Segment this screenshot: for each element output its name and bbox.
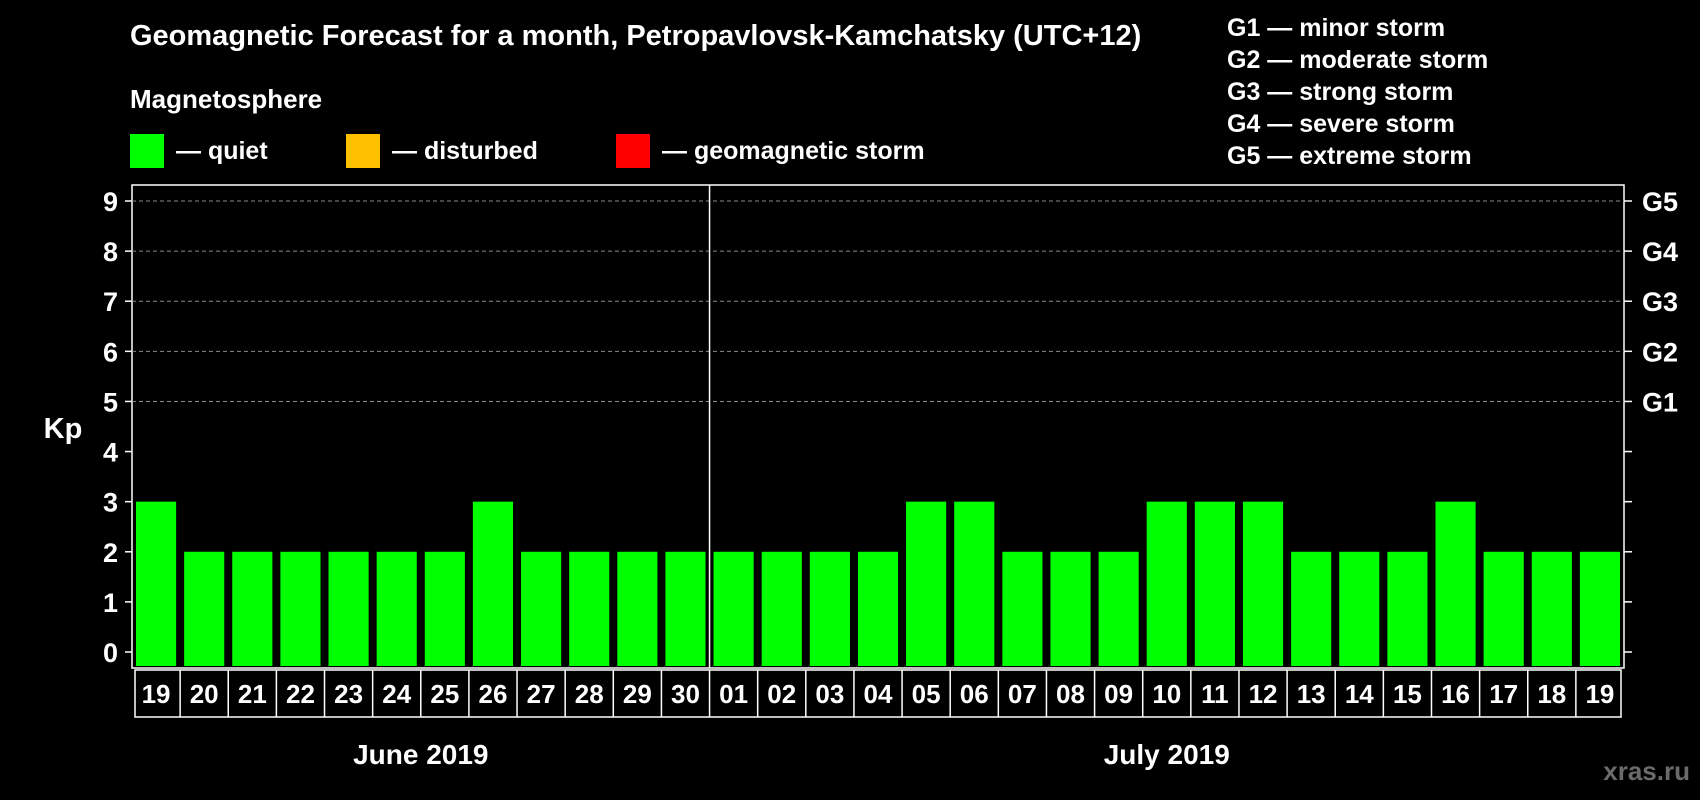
bar-3	[280, 551, 321, 666]
legend-swatch-disturbed	[346, 134, 380, 168]
x-tick-label-3: 22	[286, 679, 315, 709]
x-tick-label-19: 08	[1056, 679, 1085, 709]
bar-4	[328, 551, 369, 666]
bar-28	[1483, 551, 1524, 666]
legend-swatch-storm	[616, 134, 650, 168]
x-tick-label-25: 14	[1345, 679, 1374, 709]
storm-scale-g2: G2 — moderate storm	[1227, 46, 1489, 74]
chart-title: Geomagnetic Forecast for a month, Petrop…	[130, 20, 1142, 52]
legend-heading: Magnetosphere	[130, 84, 323, 114]
storm-scale-g1: G1 — minor storm	[1227, 14, 1446, 42]
x-tick-label-17: 06	[960, 679, 989, 709]
y-tick-label-7: 7	[103, 287, 118, 317]
x-tick-label-16: 05	[912, 679, 941, 709]
x-tick-label-15: 04	[864, 679, 893, 709]
bar-27	[1435, 501, 1476, 666]
x-tick-label-13: 02	[767, 679, 796, 709]
legend-label-disturbed: — disturbed	[392, 137, 538, 165]
month-label-1: July 2019	[1104, 739, 1230, 770]
bar-13	[761, 551, 802, 666]
bar-1	[184, 551, 225, 666]
bar-8	[521, 551, 562, 666]
bar-0	[136, 501, 177, 666]
bar-20	[1098, 551, 1139, 666]
right-tick-label-g3: G3	[1642, 287, 1678, 317]
y-tick-label-4: 4	[103, 438, 118, 468]
x-tick-label-11: 30	[671, 679, 700, 709]
bar-24	[1291, 551, 1332, 666]
bar-12	[713, 551, 754, 666]
bar-10	[617, 551, 658, 666]
x-tick-label-27: 16	[1441, 679, 1470, 709]
bar-22	[1194, 501, 1235, 666]
storm-scale-g4: G4 — severe storm	[1227, 110, 1455, 138]
x-tick-label-4: 23	[334, 679, 363, 709]
bar-17	[954, 501, 995, 666]
legend-swatch-quiet	[130, 134, 164, 168]
y-tick-label-0: 0	[103, 638, 118, 668]
x-tick-label-6: 25	[430, 679, 459, 709]
x-tick-label-9: 28	[575, 679, 604, 709]
y-tick-label-6: 6	[103, 337, 118, 367]
y-tick-label-1: 1	[103, 588, 118, 618]
bar-7	[472, 501, 514, 666]
right-tick-label-g1: G1	[1642, 387, 1678, 417]
x-tick-label-26: 15	[1393, 679, 1422, 709]
x-tick-label-23: 12	[1249, 679, 1278, 709]
x-tick-label-24: 13	[1297, 679, 1326, 709]
plot-frame	[131, 184, 1625, 669]
y-tick-label-2: 2	[103, 538, 118, 568]
legend-label-quiet: — quiet	[176, 137, 268, 165]
bar-21	[1146, 501, 1187, 666]
x-tick-label-21: 10	[1152, 679, 1181, 709]
x-tick-label-22: 11	[1201, 679, 1229, 709]
bar-25	[1339, 551, 1380, 666]
bar-5	[376, 551, 417, 666]
x-tick-label-18: 07	[1008, 679, 1037, 709]
bar-9	[569, 551, 610, 666]
bar-29	[1531, 551, 1572, 666]
x-tick-label-2: 21	[238, 679, 267, 709]
x-tick-label-10: 29	[623, 679, 652, 709]
x-tick-label-29: 18	[1537, 679, 1566, 709]
month-label-0: June 2019	[353, 739, 488, 770]
x-tick-label-28: 17	[1489, 679, 1518, 709]
right-tick-label-g5: G5	[1642, 187, 1678, 217]
y-tick-label-9: 9	[103, 187, 118, 217]
bar-14	[809, 551, 850, 666]
bar-11	[665, 551, 706, 666]
x-tick-label-8: 27	[527, 679, 556, 709]
storm-scale-g5: G5 — extreme storm	[1227, 142, 1472, 170]
right-tick-label-g2: G2	[1642, 337, 1678, 367]
y-axis-label: Kp	[44, 413, 83, 445]
bar-6	[424, 551, 465, 666]
legend-label-storm: — geomagnetic storm	[662, 137, 925, 165]
y-tick-label-3: 3	[103, 488, 118, 518]
x-tick-label-20: 09	[1104, 679, 1133, 709]
y-tick-label-8: 8	[103, 237, 118, 267]
y-tick-label-5: 5	[103, 387, 118, 417]
bar-18	[1002, 551, 1043, 666]
bar-15	[857, 551, 899, 666]
watermark: xras.ru	[1603, 756, 1690, 786]
x-tick-label-12: 01	[719, 679, 748, 709]
bar-2	[232, 551, 273, 666]
date-box-row	[134, 669, 1622, 718]
x-tick-label-0: 19	[142, 679, 171, 709]
bar-30	[1579, 551, 1620, 666]
bar-26	[1387, 551, 1428, 666]
x-tick-label-5: 24	[382, 679, 411, 709]
x-tick-label-1: 20	[190, 679, 219, 709]
bar-23	[1242, 501, 1284, 666]
bar-19	[1050, 551, 1091, 666]
right-tick-label-g4: G4	[1642, 237, 1678, 267]
x-tick-label-14: 03	[815, 679, 844, 709]
x-tick-label-7: 26	[479, 679, 508, 709]
storm-scale-g3: G3 — strong storm	[1227, 78, 1454, 106]
bar-16	[906, 501, 947, 666]
x-tick-label-30: 19	[1585, 679, 1614, 709]
